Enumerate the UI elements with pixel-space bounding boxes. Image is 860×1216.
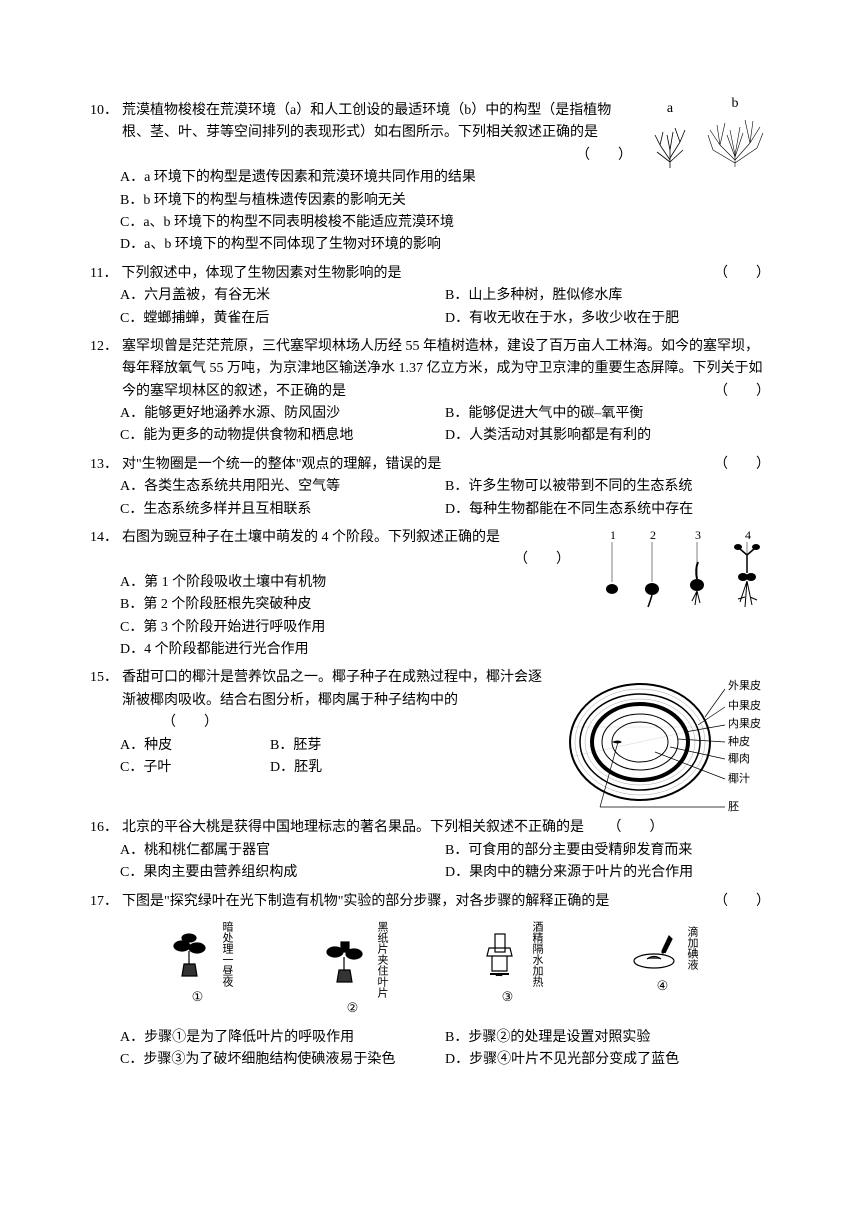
label-meso: 中果皮 — [728, 699, 761, 712]
answer-blank: （ ） — [576, 145, 632, 167]
q-num: 17． — [90, 891, 118, 913]
step-3-icon — [472, 926, 527, 981]
coconut-icon: 外果皮 中果皮 内果皮 种皮 椰肉 椰汁 胚 — [560, 667, 770, 817]
q-num: 14． — [90, 527, 118, 549]
q-stem-text: 右图为豌豆种子在土壤中萌发的 4 个阶段。下列叙述正确的是 — [122, 527, 582, 549]
q-stem-text: 荒漠植物梭梭在荒漠环境（a）和人工创设的最适环境（b）中的构型（是指植物根、茎、… — [122, 100, 632, 167]
step-2-icon — [317, 932, 372, 987]
step-3-num: ③ — [472, 987, 543, 1008]
q-num: 16． — [90, 817, 118, 839]
question-13: 13． 对"生物圈是一个统一的整体"观点的理解，错误的是 （ ） A．各类生态系… — [90, 454, 770, 521]
question-10: a b 10． 荒漠植物梭梭在荒漠环境（a）和人工创设的最适环境（b）中的构型（… — [90, 100, 770, 257]
opt-b: B．胚芽 — [270, 735, 420, 757]
opt-c: C．生态系统多样并且互相联系 — [120, 499, 445, 521]
experiment-steps-figure: 暗处理一昼夜 ① 黑纸片夹住叶片 ② — [90, 913, 770, 1027]
opt-d: D．每种生物都能在不同生态系统中存在 — [445, 499, 770, 521]
label-embryo: 胚 — [728, 800, 739, 813]
opt-c: C．能为更多的动物提供食物和栖息地 — [120, 425, 445, 447]
answer-blank: （ ） — [714, 263, 770, 285]
q-num: 12． — [90, 336, 118, 403]
q-num: 13． — [90, 454, 118, 476]
step-2-num: ② — [317, 998, 388, 1019]
question-15: 外果皮 中果皮 内果皮 种皮 椰肉 椰汁 胚 15． 香甜可口的椰汁是营养饮品之… — [90, 667, 770, 779]
opt-a: A．种皮 — [120, 735, 270, 757]
q-stem-text: 塞罕坝曾是茫茫荒原，三代塞罕坝林场人历经 55 年植树造林，建设了百万亩人工林海… — [122, 336, 770, 403]
q-num: 10． — [90, 100, 118, 167]
opt-b: B．可食用的部分主要由受精卵发育而来 — [445, 840, 770, 862]
stage-1-label: 1 — [610, 528, 616, 542]
label-meat: 椰肉 — [728, 751, 750, 765]
step-2-label: 黑纸片夹住叶片 — [376, 921, 388, 998]
opt-d: D．4 个阶段都能进行光合作用 — [120, 639, 770, 661]
opt-c: C．子叶 — [120, 757, 270, 779]
answer-blank: （ ） — [714, 454, 770, 476]
step-4-icon — [627, 921, 682, 976]
opt-b: B．许多生物可以被带到不同的生态系统 — [445, 476, 770, 498]
question-16: 16． 北京的平谷大桃是获得中国地理标志的著名果品。下列相关叙述不正确的是 （ … — [90, 817, 770, 884]
step-4-num: ④ — [627, 976, 698, 997]
seed-stages-icon: 1 2 3 4 — [590, 527, 770, 627]
label-juice: 椰汁 — [728, 771, 750, 785]
question-12: 12． 塞罕坝曾是茫茫荒原，三代塞罕坝林场人历经 55 年植树造林，建设了百万亩… — [90, 336, 770, 448]
opt-a: A．六月盖被，有谷无米 — [120, 285, 445, 307]
shrub-a-icon — [645, 120, 695, 170]
opt-d: D．a、b 环境下的构型不同体现了生物对环境的影响 — [120, 234, 770, 256]
step-3-label: 酒精隔水加热 — [531, 921, 543, 987]
label-a: a — [645, 98, 695, 120]
plant-figure: a b — [640, 100, 770, 170]
opt-b: B．山上多种树，胜似修水库 — [445, 285, 770, 307]
stage-3-label: 3 — [695, 528, 701, 542]
step-1-num: ① — [162, 987, 233, 1008]
step-1-icon — [162, 926, 217, 981]
step-4-label: 滴加碘液 — [686, 926, 698, 970]
opt-a: A．步骤①是为了降低叶片的呼吸作用 — [120, 1027, 445, 1049]
opt-d: D．果肉中的糖分来源于叶片的光合作用 — [445, 862, 770, 884]
label-testa: 种皮 — [728, 734, 750, 748]
q-num: 11． — [90, 263, 117, 285]
opt-a: A．a 环境下的构型是遗传因素和荒漠环境共同作用的结果 — [120, 167, 770, 189]
q-num: 15． — [90, 667, 118, 734]
q-stem-text: 下图是"探究绿叶在光下制造有机物"实验的部分步骤，对各步骤的解释正确的是 （ ） — [122, 891, 770, 913]
opt-c: C．a、b 环境下的构型不同表明梭梭不能适应荒漠环境 — [120, 212, 770, 234]
q-stem-text: 对"生物圈是一个统一的整体"观点的理解，错误的是 （ ） — [122, 454, 770, 476]
opt-b: B．能够促进大气中的碳–氧平衡 — [445, 403, 770, 425]
opt-b: B．步骤②的处理是设置对照实验 — [445, 1027, 770, 1049]
answer-blank: （ ） — [608, 820, 664, 835]
answer-blank: （ ） — [162, 715, 218, 730]
opt-d: D．人类活动对其影响都是有利的 — [445, 425, 770, 447]
opt-d: D．胚乳 — [270, 757, 420, 779]
answer-blank: （ ） — [714, 891, 770, 913]
q-stem-text: 北京的平谷大桃是获得中国地理标志的著名果品。下列相关叙述不正确的是 （ ） — [122, 817, 770, 839]
question-14: 1 2 3 4 — [90, 527, 770, 661]
seed-germination-figure: 1 2 3 4 — [590, 527, 770, 627]
coconut-figure: 外果皮 中果皮 内果皮 种皮 椰肉 椰汁 胚 — [560, 667, 770, 817]
opt-a: A．各类生态系统共用阳光、空气等 — [120, 476, 445, 498]
opt-c: C．步骤③为了破坏细胞结构使碘液易于染色 — [120, 1049, 445, 1071]
answer-blank: （ ） — [714, 381, 770, 403]
q-stem-text: 香甜可口的椰汁是营养饮品之一。椰子种子在成熟过程中，椰汁会逐渐被椰肉吸收。结合右… — [122, 667, 552, 734]
question-11: 11． 下列叙述中，体现了生物因素对生物影响的是 （ ） A．六月盖被，有谷无米… — [90, 263, 770, 330]
opt-a: A．桃和桃仁都属于器官 — [120, 840, 445, 862]
label-b: b — [705, 93, 765, 115]
opt-c: C．螳螂捕蝉，黄雀在后 — [120, 308, 445, 330]
q-stem-text: 下列叙述中，体现了生物因素对生物影响的是 （ ） — [121, 263, 770, 285]
answer-blank: （ ） — [514, 552, 570, 567]
stage-2-label: 2 — [650, 528, 656, 542]
question-17: 17． 下图是"探究绿叶在光下制造有机物"实验的部分步骤，对各步骤的解释正确的是… — [90, 891, 770, 1072]
opt-d: D．步骤④叶片不见光部分变成了蓝色 — [445, 1049, 770, 1071]
opt-b: B．b 环境下的构型与植株遗传因素的影响无关 — [120, 190, 770, 212]
step-1-label: 暗处理一昼夜 — [221, 921, 233, 987]
opt-c: C．果肉主要由营养组织构成 — [120, 862, 445, 884]
label-endo: 内果皮 — [728, 716, 761, 730]
label-outer: 外果皮 — [728, 679, 761, 692]
stage-4-label: 4 — [745, 528, 751, 542]
shrub-b-icon — [705, 115, 765, 170]
opt-d: D．有收无收在于水，多收少收在于肥 — [445, 308, 770, 330]
opt-a: A．能够更好地涵养水源、防风固沙 — [120, 403, 445, 425]
